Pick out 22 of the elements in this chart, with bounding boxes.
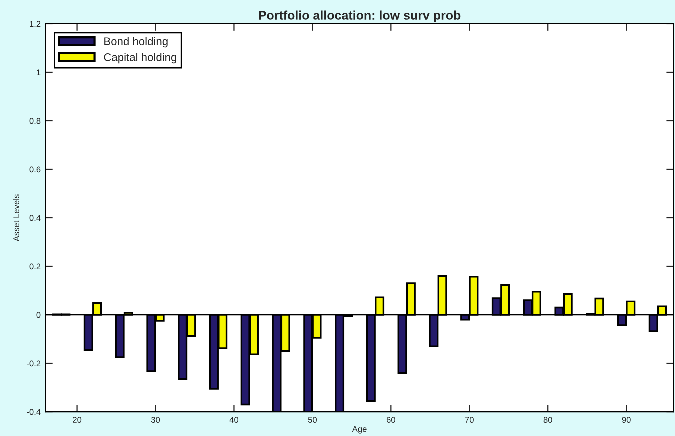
y-tick-label: 1: [37, 70, 41, 76]
y-tick-label: 0.2: [30, 264, 41, 270]
y-tick-label: 0.4: [30, 215, 41, 222]
x-tick-label: 30: [151, 417, 160, 423]
x-tick-label: 60: [386, 417, 396, 423]
x-axis-title: Age: [352, 426, 367, 434]
y-tick-label: 0: [36, 312, 41, 318]
y-tick-label: -0.2: [27, 360, 41, 367]
x-tick-label: 50: [308, 417, 318, 423]
x-tick-label: 40: [230, 417, 239, 423]
x-tick-label: 20: [73, 417, 82, 423]
y-axis-title: Asset Levels: [13, 194, 20, 242]
legend-label: Bond holding: [104, 37, 168, 48]
x-tick-label: 70: [465, 417, 474, 423]
y-tick-label: 1.2: [30, 21, 41, 27]
legend-label: Capital holding: [104, 53, 176, 64]
x-tick-label: 90: [622, 417, 631, 423]
y-tick-label: 0.6: [30, 166, 41, 173]
chart-title: Portfolio allocation: low surv prob: [259, 10, 461, 22]
x-tick-label: 80: [544, 417, 552, 423]
y-tick-label: -0.4: [27, 409, 41, 416]
y-tick-label: 0.8: [30, 118, 41, 124]
